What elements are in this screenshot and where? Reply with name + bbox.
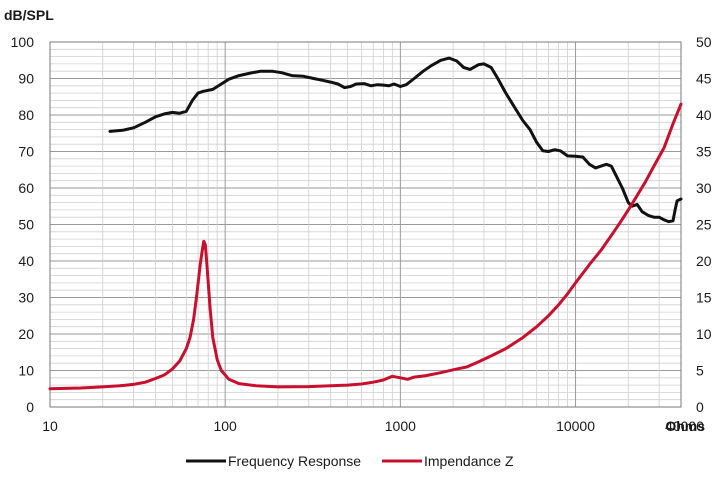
y-tick-label-left: 30 <box>18 290 34 306</box>
y-tick-label-right: 5 <box>696 363 704 379</box>
y-tick-label-right: 20 <box>696 253 712 269</box>
y-tick-label-left: 40 <box>18 253 34 269</box>
y-tick-label-left: 50 <box>18 217 34 233</box>
grid <box>49 41 682 408</box>
y-tick-label-left: 10 <box>18 363 34 379</box>
y-tick-label-right: 15 <box>696 290 712 306</box>
series-line-impendance-z <box>48 102 683 391</box>
x-tick-label: 40000 <box>665 418 704 434</box>
x-tick-label: 1000 <box>385 418 416 434</box>
legend-label: Impendance Z <box>424 453 514 469</box>
x-tick-label: 10000 <box>556 418 595 434</box>
x-axis-unit-label: Ohms <box>665 418 705 434</box>
y-tick-label-right: 40 <box>696 107 712 123</box>
series-line-frequency-response <box>108 56 683 224</box>
y-tick-label-right: 25 <box>696 217 712 233</box>
y-tick-label-left: 80 <box>18 107 34 123</box>
y-tick-label-left: 100 <box>11 34 35 50</box>
y-tick-label-right: 50 <box>696 34 712 50</box>
y-tick-label-left: 70 <box>18 144 34 160</box>
x-tick-label: 100 <box>213 418 237 434</box>
y-tick-label-right: 10 <box>696 326 712 342</box>
y-tick-label-left: 60 <box>18 180 34 196</box>
y-tick-label-right: 0 <box>696 399 704 415</box>
series <box>48 56 683 391</box>
y-tick-label-right: 45 <box>696 71 712 87</box>
legend-label: Frequency Response <box>228 453 361 469</box>
plot-frame <box>49 41 682 408</box>
y-tick-label-right: 30 <box>696 180 712 196</box>
y-axis-title: dB/SPL <box>4 7 54 23</box>
y-tick-label-left: 90 <box>18 71 34 87</box>
axis-ticks: 0102030405060708090100051015202530354045… <box>11 34 712 434</box>
legend: Frequency Response Impendance Z <box>186 453 514 469</box>
y-tick-label-left: 20 <box>18 326 34 342</box>
y-tick-label-right: 35 <box>696 144 712 160</box>
y-tick-label-left: 0 <box>26 399 34 415</box>
x-tick-label: 10 <box>42 418 58 434</box>
